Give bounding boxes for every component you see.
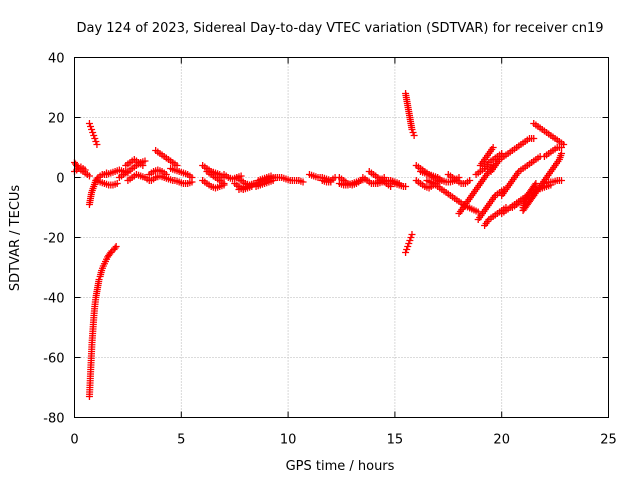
y-tick-label: -80 <box>43 412 64 427</box>
data-point-marker <box>93 141 101 148</box>
data-point-marker <box>407 234 415 241</box>
data-point-marker <box>90 132 98 139</box>
grid-lines <box>74 57 609 418</box>
data-point-marker <box>139 162 147 169</box>
data-point-marker <box>406 237 414 244</box>
data-point-marker <box>92 138 100 145</box>
data-point-marker <box>558 144 566 151</box>
data-point-marker <box>107 249 115 256</box>
data-point-marker <box>403 246 411 253</box>
data-point-marker <box>408 126 416 133</box>
data-point-marker <box>489 144 497 151</box>
data-point-marker <box>81 166 89 174</box>
data-point-marker <box>95 276 103 283</box>
axis-ticks: 0 5 10 15 20 25 -80 -60 -40 -20 0 20 40 <box>43 52 617 448</box>
y-tick-label: 20 <box>48 112 65 127</box>
data-point-marker <box>405 240 413 247</box>
data-point-marker <box>89 129 97 136</box>
data-point-marker <box>558 177 566 184</box>
data-point-marker <box>387 183 395 190</box>
y-tick-label: -60 <box>43 352 64 367</box>
data-point-marker <box>85 120 93 127</box>
data-point-marker <box>299 178 307 186</box>
data-point-marker <box>88 126 96 133</box>
data-point-marker <box>112 243 120 250</box>
x-axis-label: GPS time / hours <box>286 459 395 474</box>
data-point-marker <box>188 178 196 186</box>
data-point-marker <box>532 180 540 187</box>
data-point-marker <box>267 172 275 180</box>
data-point-marker <box>402 249 410 256</box>
x-tick-label: 0 <box>70 433 78 448</box>
data-point-marker <box>85 172 93 180</box>
data-point-marker <box>530 135 538 142</box>
x-tick-label: 10 <box>280 433 297 448</box>
data-point-marker <box>113 180 121 187</box>
y-tick-label: 0 <box>56 172 64 187</box>
x-tick-label: 25 <box>600 433 617 448</box>
chart-title: Day 124 of 2023, Sidereal Day-to-day VTE… <box>76 21 603 36</box>
data-point-marker <box>408 231 416 238</box>
x-tick-label: 5 <box>177 433 185 448</box>
x-tick-label: 20 <box>493 433 510 448</box>
data-point-marker <box>141 157 149 165</box>
data-point-marker <box>87 123 95 130</box>
data-point-marker <box>410 132 418 139</box>
y-tick-label: 40 <box>48 52 65 67</box>
data-point-marker <box>466 177 474 184</box>
y-axis-label: SDTVAR / TECUs <box>8 185 23 292</box>
data-point-marker <box>327 178 335 186</box>
data-point-marker <box>111 244 119 252</box>
data-point-marker <box>409 129 417 136</box>
data-point-marker <box>558 150 566 157</box>
data-point-marker <box>402 183 410 190</box>
y-tick-label: -40 <box>43 292 64 307</box>
data-point-marker <box>404 243 412 250</box>
data-point-marker <box>220 180 228 187</box>
data-point-marker <box>91 135 99 142</box>
data-point-marker <box>269 177 277 184</box>
y-tick-label: -20 <box>43 232 64 247</box>
data-point-marker <box>531 181 539 189</box>
x-tick-label: 15 <box>387 433 404 448</box>
data-points <box>71 90 568 400</box>
